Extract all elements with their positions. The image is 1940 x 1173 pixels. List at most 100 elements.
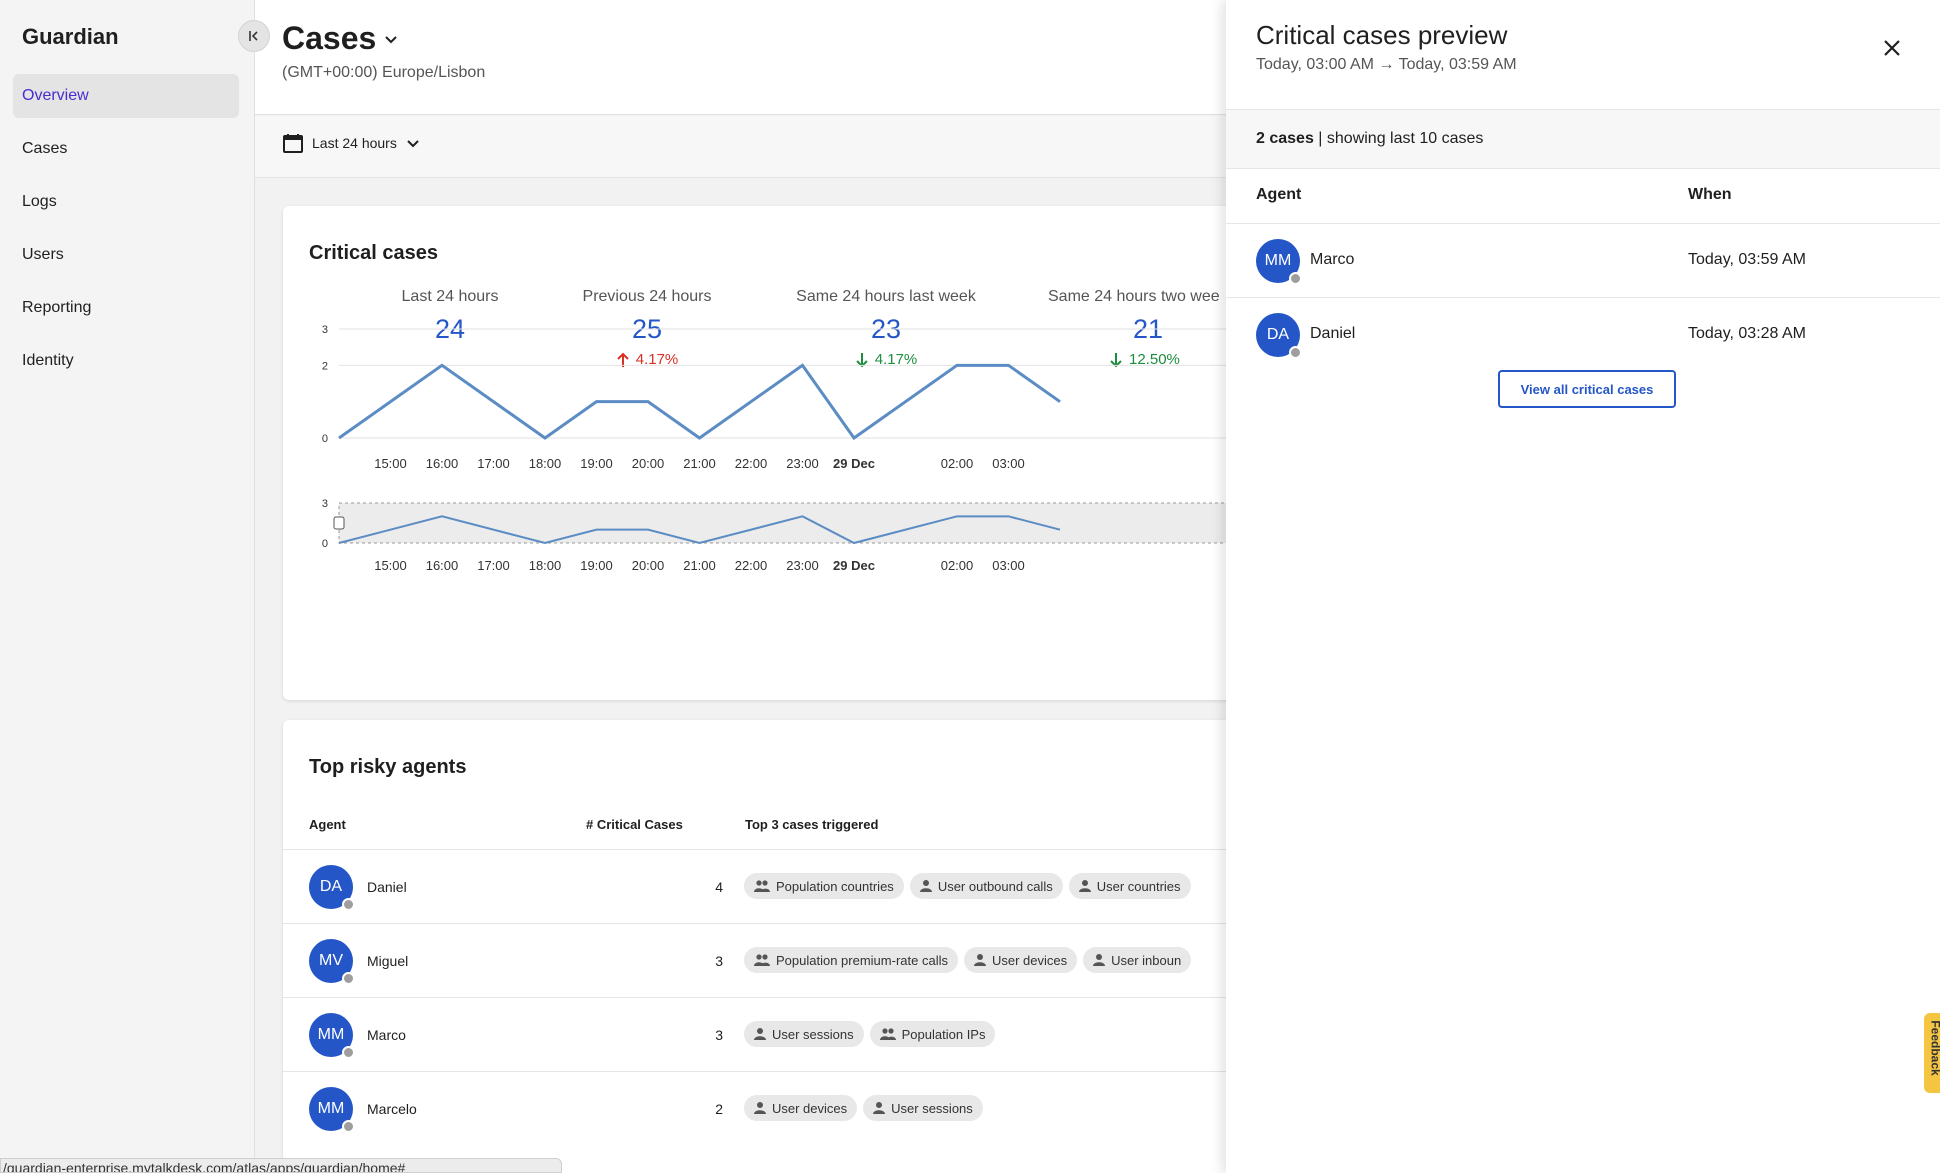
feedback-label: Feedback: [1928, 1020, 1940, 1076]
feedback-tab[interactable]: Feedback: [1924, 1013, 1940, 1093]
x-tick-label: 03:00: [992, 456, 1025, 471]
avatar-initials: MM: [317, 1100, 345, 1117]
close-drawer-button[interactable]: [1878, 34, 1906, 62]
table-row[interactable]: MM Marco 3 User sessions Population IPs: [283, 997, 1253, 1071]
page-title-dropdown[interactable]: Cases: [282, 20, 400, 57]
drawer-column-agent: Agent: [1256, 186, 1302, 203]
status-url-bar: /guardian-enterprise.mytalkdesk.com/atla…: [0, 1158, 562, 1173]
critical-count: 4: [715, 879, 723, 895]
x-tick-label: 03:00: [992, 558, 1025, 573]
case-chip-label: Population countries: [776, 878, 894, 894]
critical-cases-chart[interactable]: 0 2 3 15:00 16:00 17:00 18:00 19:00 20:00 21:00 22…: [283, 206, 1283, 700]
case-chip-label: User sessions: [891, 1100, 973, 1116]
avatar-initials: MV: [319, 952, 343, 969]
x-tick-label: 22:00: [735, 456, 768, 471]
group-icon: [754, 954, 770, 966]
presence-dot: [342, 1046, 355, 1059]
y-tick-label: 3: [322, 498, 328, 510]
critical-cases-title: Critical cases: [309, 242, 438, 264]
x-tick-label: 02:00: [941, 558, 974, 573]
case-chip[interactable]: Population countries: [744, 873, 904, 899]
case-chip[interactable]: User inboun: [1083, 947, 1192, 973]
case-chip-label: User inboun: [1111, 952, 1182, 968]
stat-label: Same 24 hours last week: [796, 288, 976, 305]
x-tick-label: 21:00: [683, 456, 716, 471]
case-chip[interactable]: User devices: [744, 1095, 858, 1121]
critical-count: 2: [715, 1101, 723, 1117]
sidebar-nav: Overview Cases Logs Users Reporting Iden…: [13, 74, 239, 392]
x-tick-label: 02:00: [941, 456, 974, 471]
x-tick-label: 19:00: [580, 456, 613, 471]
avatar: DA: [1256, 313, 1302, 359]
stat-label: Same 24 hours two wee: [1048, 288, 1220, 305]
sidebar-item-identity[interactable]: Identity: [22, 352, 74, 369]
case-time: Today, 03:28 AM: [1688, 325, 1806, 342]
avatar-initials: DA: [319, 878, 343, 895]
critical-cases-preview-drawer: Critical cases preview Today, 03:00 AM →…: [1226, 0, 1940, 1173]
y-tick-label: 3: [322, 324, 328, 336]
sidebar-item-overview[interactable]: Overview: [13, 74, 239, 118]
case-chip-label: User sessions: [772, 1026, 854, 1042]
case-chip[interactable]: User countries: [1068, 873, 1191, 899]
agent-name: Daniel: [1310, 325, 1356, 342]
agent-name: Marco: [367, 1027, 406, 1043]
collapse-sidebar-button[interactable]: [238, 20, 270, 52]
sidebar-item-cases[interactable]: Cases: [22, 140, 68, 157]
agent-name: Daniel: [367, 879, 407, 895]
case-chip[interactable]: User sessions: [863, 1095, 983, 1121]
case-chip[interactable]: Population IPs: [869, 1021, 996, 1047]
case-chip[interactable]: Population premium-rate calls: [744, 947, 958, 973]
x-tick-label: 18:00: [529, 456, 562, 471]
page-title: Cases: [282, 20, 377, 56]
presence-dot: [342, 972, 355, 985]
stat-last-week: Same 24 hours last week 23 4.17%: [776, 288, 996, 368]
view-all-critical-cases-button[interactable]: View all critical cases: [1498, 370, 1676, 408]
drawer-case-row[interactable]: MM Marco Today, 03:59 AM: [1226, 223, 1940, 297]
group-icon: [879, 1028, 896, 1040]
table-row[interactable]: MM Marcelo 2 User devices User sessions: [283, 1071, 1253, 1145]
timezone-label: (GMT+00:00) Europe/Lisbon: [282, 64, 486, 81]
navigator-series-line: [338, 515, 1061, 545]
case-chips: Population countries User outbound calls…: [744, 873, 1191, 899]
sidebar-item-logs[interactable]: Logs: [22, 193, 57, 210]
sidebar-item-users[interactable]: Users: [22, 246, 64, 263]
presence-dot: [1289, 346, 1302, 359]
column-header-agent: Agent: [309, 817, 346, 832]
chevron-down-icon: [385, 35, 398, 43]
navigator-handle: [333, 516, 345, 530]
group-icon: [754, 880, 770, 892]
avatar-initials: DA: [1266, 326, 1290, 343]
stat-delta: 4.17%: [776, 351, 996, 368]
sidebar-item-reporting[interactable]: Reporting: [22, 299, 92, 316]
column-header-top-cases: Top 3 cases triggered: [745, 817, 879, 832]
summary-count: 2 cases: [1256, 130, 1314, 147]
y-tick-label: 0: [322, 433, 328, 445]
critical-cases-card: Critical cases Last 24 hours 24 Previous…: [283, 206, 1283, 700]
case-chip[interactable]: User outbound calls: [909, 873, 1063, 899]
x-tick-label: 15:00: [374, 558, 407, 573]
critical-count: 3: [715, 953, 723, 969]
person-icon: [1078, 880, 1091, 892]
table-row[interactable]: DA Daniel 4 Population countries User ou…: [283, 849, 1253, 923]
agent-name: Marcelo: [367, 1101, 417, 1117]
arrow-up-icon: [617, 352, 629, 367]
x-tick-label: 21:00: [683, 558, 716, 573]
app-name: Guardian: [22, 24, 119, 49]
avatar: MM: [309, 1013, 355, 1059]
y-tick-label: 2: [322, 360, 328, 372]
person-icon: [973, 954, 986, 966]
avatar-initials: MM: [1264, 252, 1292, 269]
case-chips: User sessions Population IPs: [744, 1021, 996, 1047]
case-chip[interactable]: User sessions: [744, 1021, 864, 1047]
table-row[interactable]: MV Miguel 3 Population premium-rate call…: [283, 923, 1253, 997]
drawer-case-row[interactable]: DA Daniel Today, 03:28 AM: [1226, 297, 1940, 371]
date-range-selector[interactable]: Last 24 hours: [282, 132, 421, 154]
case-chip-label: User outbound calls: [937, 878, 1053, 894]
case-chips: Population premium-rate calls User devic…: [744, 947, 1192, 973]
presence-dot: [342, 898, 355, 911]
date-range-label: Last 24 hours: [312, 135, 397, 151]
x-tick-label: 23:00: [786, 456, 819, 471]
case-chip[interactable]: User devices: [963, 947, 1078, 973]
drawer-title: Critical cases preview: [1256, 20, 1508, 50]
avatar-initials: MM: [317, 1026, 345, 1043]
